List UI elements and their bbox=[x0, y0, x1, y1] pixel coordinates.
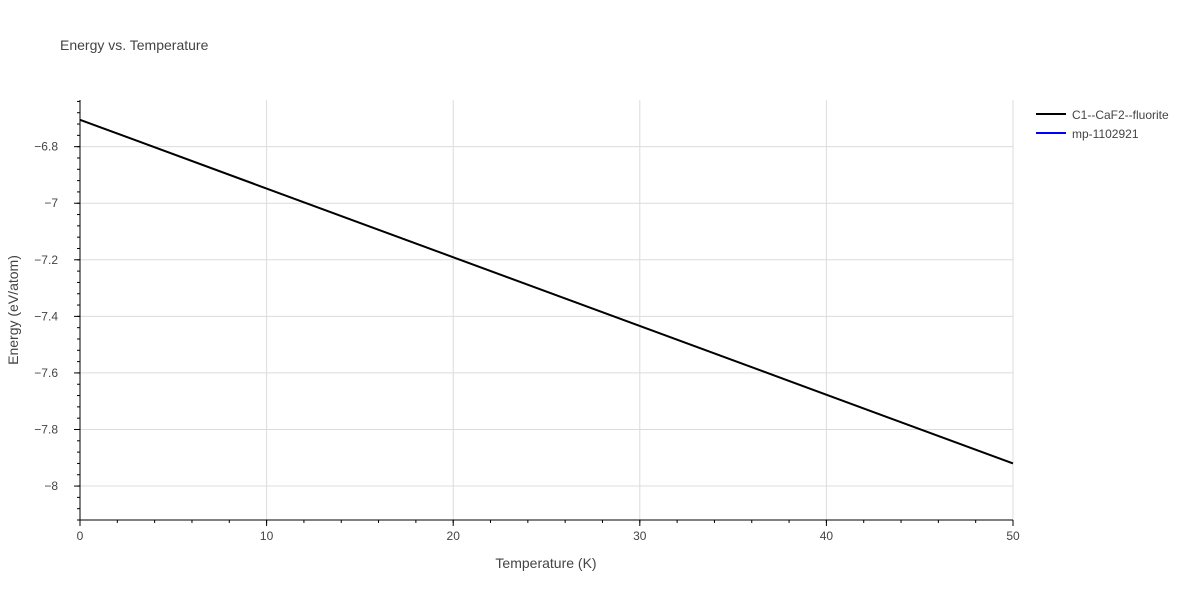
grid-layer bbox=[80, 100, 1014, 520]
y-tick-label: −7.2 bbox=[34, 253, 58, 267]
series-line bbox=[79, 118, 1014, 465]
y-tick-label: −7.4 bbox=[34, 309, 58, 323]
y-tick-label: −7.8 bbox=[34, 422, 58, 436]
legend-label: mp-1102921 bbox=[1072, 127, 1139, 141]
y-axis-label: Energy (eV/atom) bbox=[5, 255, 21, 365]
y-tick-label: −7.6 bbox=[34, 366, 58, 380]
legend-item-c1-caf2-fluorite[interactable]: C1--CaF2--fluorite bbox=[1036, 108, 1169, 122]
y-tick-label: −7 bbox=[44, 196, 58, 210]
x-tick-label: 40 bbox=[820, 529, 834, 543]
series-layer bbox=[79, 118, 1014, 465]
x-axis-label: Temperature (K) bbox=[495, 555, 596, 571]
chart-title: Energy vs. Temperature bbox=[60, 37, 209, 53]
legend-item-mp-1102921[interactable]: mp-1102921 bbox=[1036, 127, 1139, 141]
x-tick-label: 20 bbox=[447, 529, 461, 543]
y-tick-label: −6.8 bbox=[34, 140, 58, 154]
x-tick-label: 30 bbox=[633, 529, 647, 543]
axis-layer: 0 10 20 30 40 50 −6.8 −7 −7.2 −7.4 −7.6 −7.8 −8 bbox=[34, 100, 1020, 543]
legend-label: C1--CaF2--fluorite bbox=[1072, 108, 1169, 122]
x-tick-label: 50 bbox=[1006, 529, 1020, 543]
x-tick-label: 10 bbox=[260, 529, 274, 543]
legend: C1--CaF2--fluorite mp-1102921 bbox=[1036, 108, 1169, 141]
x-tick-label: 0 bbox=[77, 529, 84, 543]
y-tick-label: −8 bbox=[44, 479, 58, 493]
